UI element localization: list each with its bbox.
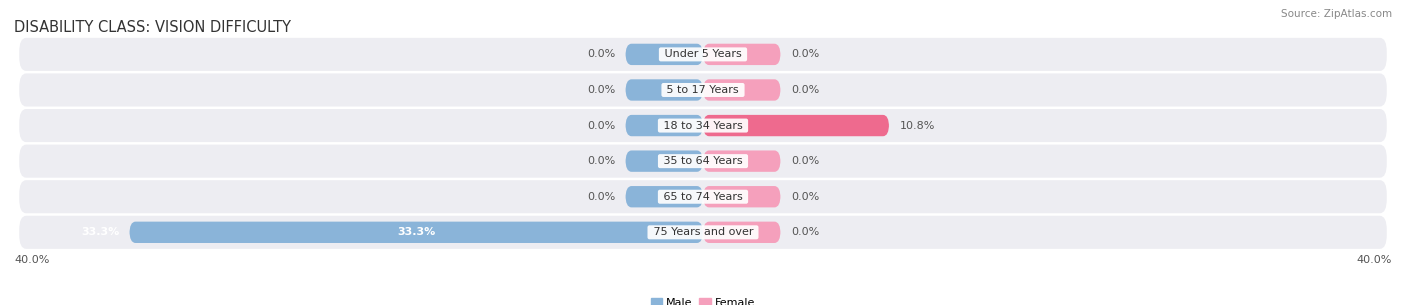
FancyBboxPatch shape [703, 115, 889, 136]
Text: 0.0%: 0.0% [586, 85, 616, 95]
Text: 0.0%: 0.0% [790, 156, 820, 166]
Text: 0.0%: 0.0% [790, 85, 820, 95]
FancyBboxPatch shape [626, 79, 703, 101]
FancyBboxPatch shape [20, 145, 1386, 178]
Text: 0.0%: 0.0% [586, 120, 616, 131]
FancyBboxPatch shape [626, 186, 703, 207]
FancyBboxPatch shape [703, 186, 780, 207]
FancyBboxPatch shape [626, 44, 703, 65]
Text: 65 to 74 Years: 65 to 74 Years [659, 192, 747, 202]
Text: 35 to 64 Years: 35 to 64 Years [659, 156, 747, 166]
FancyBboxPatch shape [626, 150, 703, 172]
Text: 18 to 34 Years: 18 to 34 Years [659, 120, 747, 131]
Text: 0.0%: 0.0% [790, 49, 820, 59]
Text: 40.0%: 40.0% [1357, 255, 1392, 265]
FancyBboxPatch shape [20, 38, 1386, 71]
Text: Source: ZipAtlas.com: Source: ZipAtlas.com [1281, 9, 1392, 19]
Text: 75 Years and over: 75 Years and over [650, 227, 756, 237]
FancyBboxPatch shape [703, 222, 780, 243]
FancyBboxPatch shape [20, 109, 1386, 142]
Text: 33.3%: 33.3% [396, 227, 436, 237]
Text: 0.0%: 0.0% [790, 227, 820, 237]
FancyBboxPatch shape [626, 115, 703, 136]
FancyBboxPatch shape [20, 74, 1386, 106]
FancyBboxPatch shape [129, 222, 703, 243]
Text: 5 to 17 Years: 5 to 17 Years [664, 85, 742, 95]
FancyBboxPatch shape [20, 216, 1386, 249]
FancyBboxPatch shape [703, 79, 780, 101]
Text: 40.0%: 40.0% [14, 255, 49, 265]
FancyBboxPatch shape [20, 180, 1386, 213]
Text: DISABILITY CLASS: VISION DIFFICULTY: DISABILITY CLASS: VISION DIFFICULTY [14, 20, 291, 35]
Text: 0.0%: 0.0% [790, 192, 820, 202]
Text: 0.0%: 0.0% [586, 192, 616, 202]
Text: 10.8%: 10.8% [900, 120, 935, 131]
FancyBboxPatch shape [703, 150, 780, 172]
Text: 0.0%: 0.0% [586, 49, 616, 59]
Text: 0.0%: 0.0% [586, 156, 616, 166]
Legend: Male, Female: Male, Female [647, 294, 759, 305]
FancyBboxPatch shape [703, 44, 780, 65]
Text: 33.3%: 33.3% [82, 227, 120, 237]
Text: Under 5 Years: Under 5 Years [661, 49, 745, 59]
